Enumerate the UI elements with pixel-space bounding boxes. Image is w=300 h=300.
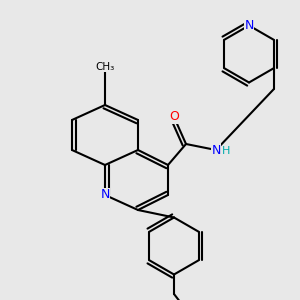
Text: N: N	[100, 188, 110, 202]
Text: N: N	[244, 19, 254, 32]
Text: CH₃: CH₃	[95, 61, 115, 72]
Text: N: N	[211, 143, 221, 157]
Text: H: H	[222, 146, 231, 157]
Text: O: O	[169, 110, 179, 124]
